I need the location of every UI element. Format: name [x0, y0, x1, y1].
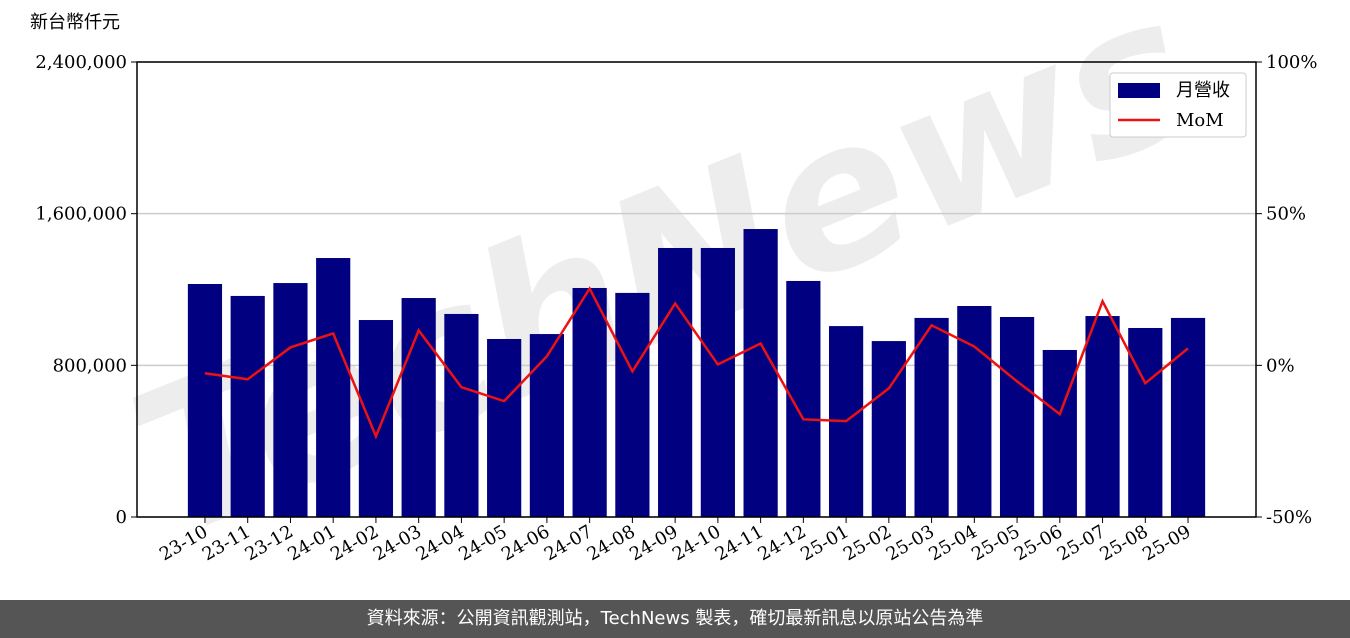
legend-label: MoM — [1176, 110, 1224, 131]
x-tick-label: 24-11 — [712, 521, 767, 565]
y-tick-label: 800,000 — [53, 355, 127, 376]
y-tick-label: 0 — [116, 507, 127, 528]
bar — [444, 313, 479, 517]
chart: 新台幣仟元 TechNews0800,0001,600,0002,400,000… — [30, 0, 1317, 583]
y2-tick-label: 0% — [1266, 355, 1295, 376]
bar — [1170, 317, 1206, 517]
bar — [230, 295, 265, 517]
y2-tick-label: -50% — [1266, 507, 1312, 528]
x-tick-label: 25-09 — [1139, 521, 1194, 565]
x-tick-label: 24-03 — [370, 521, 425, 565]
bar — [914, 317, 949, 517]
bar — [743, 229, 778, 517]
bar — [187, 284, 223, 517]
y2-tick-label: 100% — [1266, 52, 1317, 73]
legend-swatch — [1118, 83, 1160, 98]
x-tick-label: 25-08 — [1096, 521, 1151, 565]
bar — [487, 338, 522, 517]
footer: 資料來源：公開資訊觀測站，TechNews 製表，確切最新訊息以原站公告為準 — [0, 600, 1350, 638]
bar — [529, 334, 564, 517]
x-tick-label: 24-09 — [626, 521, 681, 565]
plot-frame — [136, 61, 1257, 518]
bar — [957, 305, 992, 517]
bar — [1042, 349, 1077, 517]
x-tick-label: 24-05 — [455, 521, 510, 565]
y-tick-label: 2,400,000 — [35, 52, 127, 73]
bar — [572, 287, 607, 517]
bar — [615, 292, 650, 517]
x-tick-label: 25-01 — [797, 521, 852, 565]
y-axis-unit: 新台幣仟元 — [30, 12, 120, 33]
y-tick-label: 1,600,000 — [35, 204, 127, 225]
x-tick-label: 25-05 — [968, 521, 1023, 565]
bar — [999, 316, 1035, 517]
bar — [316, 258, 351, 517]
x-tick-label: 25-04 — [925, 521, 980, 565]
line — [204, 286, 1189, 440]
x-tick-label: 24-10 — [669, 521, 724, 565]
y2-tick-label: 50% — [1266, 204, 1306, 225]
bar — [658, 247, 693, 517]
bar — [358, 320, 394, 517]
bar — [273, 283, 308, 517]
x-tick-label: 24-07 — [541, 521, 596, 565]
bar — [871, 341, 906, 517]
bar — [1085, 316, 1120, 517]
x-tick-label: 25-06 — [1011, 521, 1066, 565]
x-tick-label: 25-03 — [883, 521, 938, 565]
bar — [700, 247, 735, 517]
x-tick-label: 24-06 — [498, 521, 553, 565]
bar — [401, 298, 436, 517]
x-tick-label: 25-02 — [840, 521, 895, 565]
x-tick-label: 24-02 — [327, 521, 382, 565]
x-tick-label: 24-12 — [754, 521, 809, 565]
x-tick-label: 24-04 — [412, 521, 467, 565]
legend-label: 月營收 — [1176, 80, 1230, 101]
bar — [1128, 327, 1163, 517]
x-tick-label: 25-07 — [1054, 521, 1109, 565]
x-tick-label: 24-08 — [583, 521, 638, 565]
